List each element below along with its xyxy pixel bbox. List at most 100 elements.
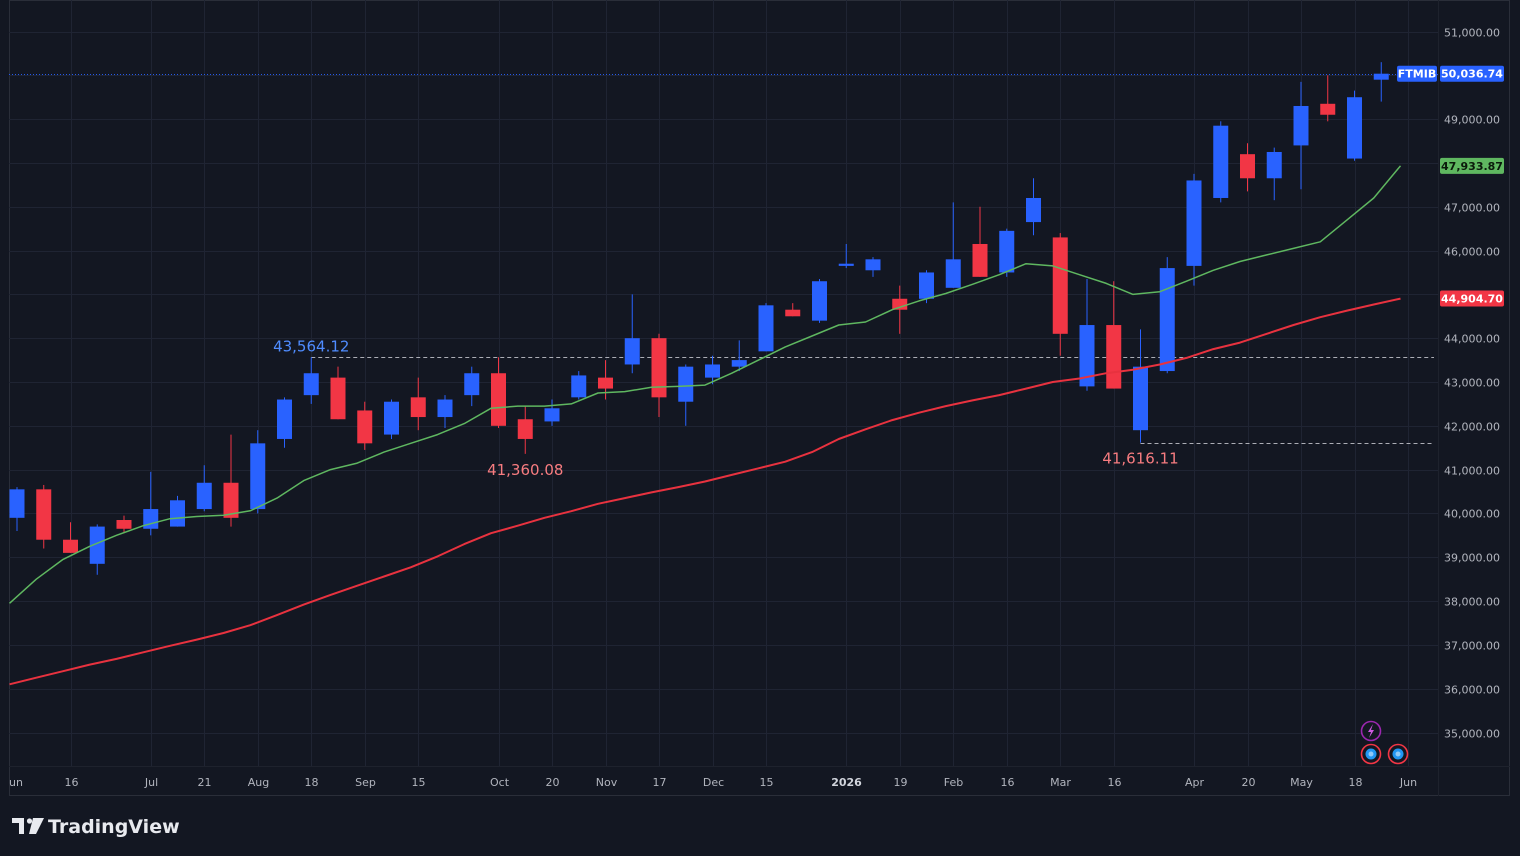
candle[interactable]	[678, 364, 694, 426]
candle[interactable]	[812, 279, 827, 323]
candle[interactable]	[250, 430, 266, 514]
candle[interactable]	[1266, 147, 1282, 201]
candle[interactable]	[1052, 233, 1068, 356]
candle-body[interactable]	[651, 338, 667, 398]
candle-body[interactable]	[36, 489, 52, 540]
candle-body[interactable]	[1026, 197, 1041, 223]
candle[interactable]	[63, 522, 78, 553]
candle[interactable]	[1293, 81, 1309, 190]
candle-body[interactable]	[892, 298, 908, 310]
candle[interactable]	[731, 340, 747, 372]
candle[interactable]	[838, 243, 854, 269]
candle-body[interactable]	[919, 272, 934, 299]
candle[interactable]	[1240, 143, 1255, 192]
candle[interactable]	[517, 406, 533, 454]
candle-body[interactable]	[491, 373, 506, 426]
candle[interactable]	[865, 257, 881, 277]
candle[interactable]	[143, 471, 159, 536]
candle-body[interactable]	[838, 263, 854, 266]
candle-body[interactable]	[277, 399, 292, 439]
candle[interactable]	[437, 395, 453, 429]
time-axis[interactable]: un 16 Jul 21 Aug 18 Sep 15 Oct 20 Nov 17 Dec 15 2026 19…	[9, 776, 1417, 789]
candle[interactable]	[1320, 75, 1336, 122]
candle-body[interactable]	[544, 408, 560, 422]
candle[interactable]	[9, 487, 25, 531]
candle[interactable]	[89, 524, 105, 575]
candle-body[interactable]	[624, 338, 640, 365]
candle[interactable]	[410, 377, 426, 431]
candle[interactable]	[464, 366, 480, 407]
candle-body[interactable]	[1186, 180, 1202, 266]
candle[interactable]	[357, 401, 373, 450]
candle-body[interactable]	[143, 509, 159, 529]
earnings-icon[interactable]	[1387, 743, 1409, 765]
candle[interactable]	[785, 303, 801, 317]
candle-body[interactable]	[1079, 325, 1095, 387]
candle-body[interactable]	[1106, 325, 1122, 389]
candle-body[interactable]	[464, 373, 480, 396]
candle[interactable]	[1186, 173, 1202, 286]
candle-body[interactable]	[972, 243, 988, 277]
candle-body[interactable]	[9, 489, 25, 518]
candle-body[interactable]	[865, 259, 881, 271]
candle-body[interactable]	[1213, 125, 1229, 198]
candle-body[interactable]	[196, 482, 212, 510]
candle[interactable]	[892, 285, 908, 334]
candle[interactable]	[1373, 62, 1389, 102]
candle[interactable]	[919, 270, 934, 304]
candle[interactable]	[36, 484, 52, 549]
candle[interactable]	[1213, 121, 1229, 203]
candles[interactable]	[9, 62, 1389, 575]
chart-icons[interactable]	[1360, 720, 1409, 765]
candle[interactable]	[758, 303, 774, 352]
candle-body[interactable]	[1293, 105, 1309, 146]
candle[interactable]	[384, 399, 399, 439]
candle[interactable]	[170, 495, 185, 527]
candle-body[interactable]	[1320, 103, 1336, 115]
candle-body[interactable]	[517, 419, 533, 439]
candle[interactable]	[196, 465, 212, 512]
candle-body[interactable]	[223, 482, 239, 518]
candle[interactable]	[945, 202, 961, 288]
candle[interactable]	[999, 228, 1015, 277]
candle-body[interactable]	[1159, 268, 1175, 372]
candle-body[interactable]	[384, 401, 399, 435]
candle-body[interactable]	[1266, 151, 1282, 179]
candle[interactable]	[1159, 257, 1175, 374]
candle[interactable]	[1079, 279, 1095, 391]
candle-body[interactable]	[812, 281, 827, 321]
candle-body[interactable]	[410, 397, 426, 418]
candle-body[interactable]	[89, 526, 105, 564]
candle[interactable]	[116, 515, 132, 534]
candle[interactable]	[303, 357, 319, 404]
candle[interactable]	[651, 333, 667, 418]
candle-body[interactable]	[1347, 97, 1362, 159]
candle[interactable]	[705, 355, 720, 385]
candle[interactable]	[544, 399, 560, 426]
candle-body[interactable]	[303, 373, 319, 396]
candle-body[interactable]	[1133, 366, 1148, 431]
candle-body[interactable]	[116, 520, 132, 529]
candle[interactable]	[277, 397, 292, 448]
candle-body[interactable]	[1052, 237, 1068, 334]
candle[interactable]	[491, 357, 506, 429]
candle-body[interactable]	[598, 377, 613, 389]
candle[interactable]	[223, 434, 239, 527]
candle-body[interactable]	[437, 399, 453, 418]
candle[interactable]	[571, 371, 587, 400]
candle-body[interactable]	[1373, 73, 1389, 80]
candle[interactable]	[624, 294, 640, 374]
candle[interactable]	[330, 366, 346, 420]
candle-body[interactable]	[731, 360, 747, 367]
candle-body[interactable]	[758, 305, 774, 352]
candle-body[interactable]	[678, 366, 694, 402]
candle-body[interactable]	[170, 500, 185, 527]
candle-body[interactable]	[999, 230, 1015, 273]
dividend-icon[interactable]	[1360, 743, 1382, 765]
candle[interactable]	[1026, 178, 1041, 236]
candle-body[interactable]	[571, 375, 587, 398]
candle[interactable]	[1133, 329, 1148, 443]
candle-body[interactable]	[250, 443, 266, 510]
